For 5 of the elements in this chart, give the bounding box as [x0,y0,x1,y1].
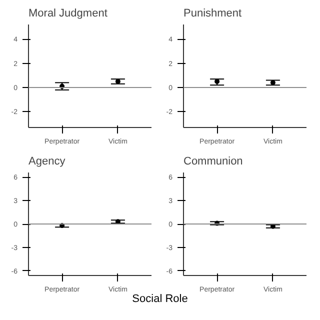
chart-title: Communion [184,156,243,168]
x-axis-title: Social Role [132,292,188,307]
chart-title: Moral Judgment [28,8,108,20]
chart-title: Agency [28,156,66,168]
chart-title: Punishment [184,8,242,20]
